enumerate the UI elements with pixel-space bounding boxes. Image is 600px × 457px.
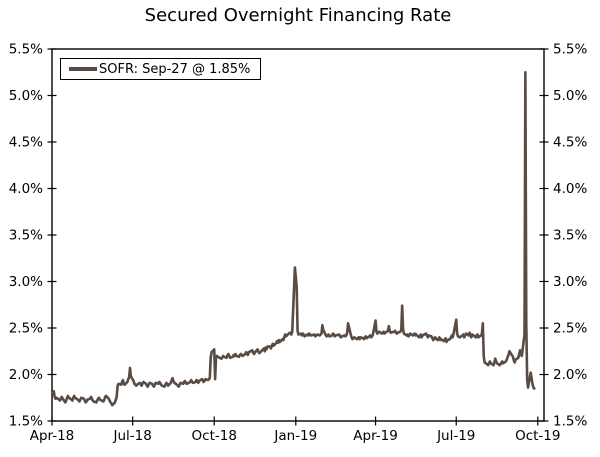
x-axis-label: Jan-19 bbox=[273, 428, 317, 444]
y-axis-label-left: 2.0% bbox=[9, 367, 43, 383]
y-axis-label-left: 3.5% bbox=[9, 228, 43, 244]
x-axis-label: Jul-18 bbox=[112, 428, 151, 444]
y-axis-label-left: 4.0% bbox=[9, 181, 43, 197]
legend-label: SOFR: Sep-27 @ 1.85% bbox=[99, 61, 251, 77]
legend-line-swatch bbox=[69, 67, 97, 71]
x-axis-label: Jul-19 bbox=[436, 428, 475, 444]
y-axis-label-left: 5.5% bbox=[9, 42, 43, 58]
x-axis-label: Apr-18 bbox=[30, 428, 75, 444]
y-axis-label-left: 4.5% bbox=[9, 135, 43, 151]
y-axis-label-right: 2.5% bbox=[553, 321, 587, 337]
y-axis-label-right: 3.5% bbox=[553, 228, 587, 244]
y-axis-label-right: 4.5% bbox=[553, 135, 587, 151]
plot-border bbox=[51, 48, 545, 422]
legend: SOFR: Sep-27 @ 1.85% bbox=[60, 58, 262, 80]
y-axis-label-right: 4.0% bbox=[553, 181, 587, 197]
x-axis-label: Oct-19 bbox=[515, 428, 560, 444]
chart-title: Secured Overnight Financing Rate bbox=[144, 5, 452, 26]
x-axis-label: Oct-18 bbox=[192, 428, 237, 444]
y-axis-label-right: 5.0% bbox=[553, 88, 587, 104]
y-axis-label-left: 1.5% bbox=[9, 414, 43, 430]
sofr-line bbox=[51, 70, 536, 407]
y-axis-label-right: 1.5% bbox=[553, 414, 587, 430]
y-axis-label-right: 3.0% bbox=[553, 274, 587, 290]
y-axis-label-right: 5.5% bbox=[553, 42, 587, 58]
y-axis-label-left: 2.5% bbox=[9, 321, 43, 337]
y-axis-label-left: 5.0% bbox=[9, 88, 43, 104]
x-axis-label: Apr-19 bbox=[353, 428, 398, 444]
y-axis-label-right: 2.0% bbox=[553, 367, 587, 383]
y-axis-label-left: 3.0% bbox=[9, 274, 43, 290]
